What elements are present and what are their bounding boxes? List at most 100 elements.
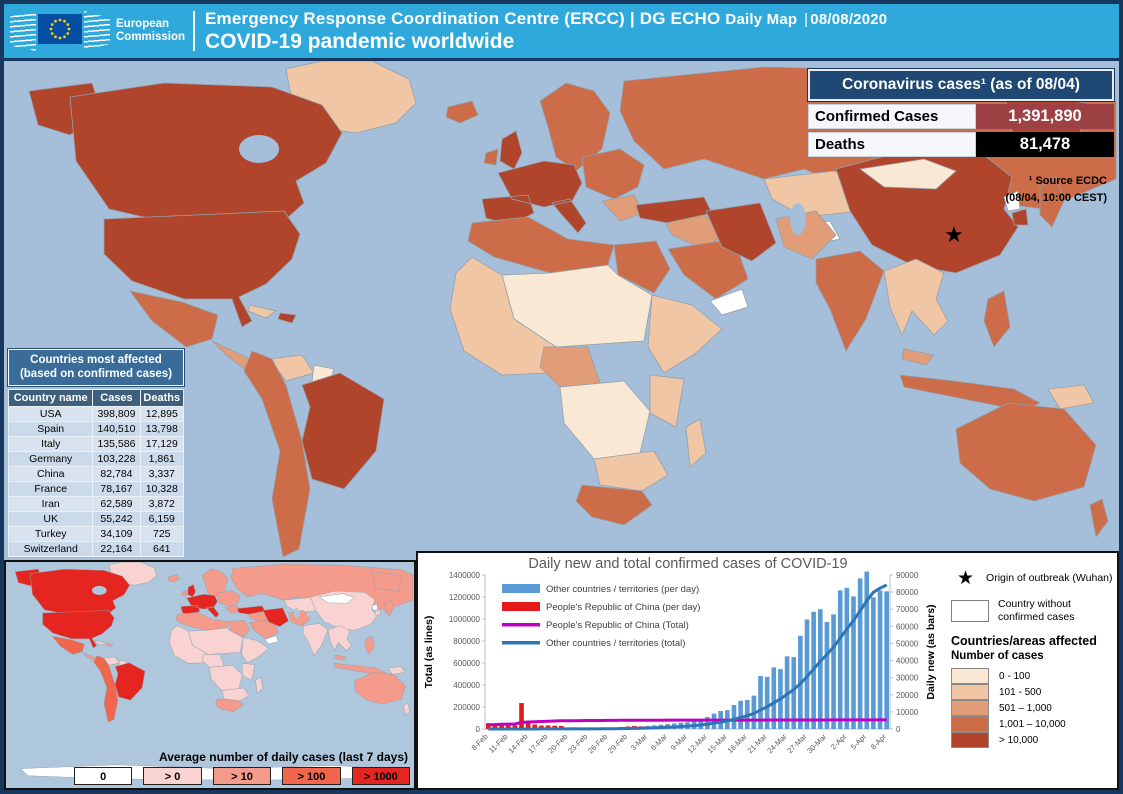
bar-other	[871, 597, 876, 729]
table-cell: China	[9, 466, 93, 481]
table-cell: 78,167	[93, 481, 140, 496]
table-cell: Switzerland	[9, 541, 93, 556]
region-west_africa	[168, 624, 209, 664]
x-axis-tick: 24-Mar	[765, 732, 789, 756]
ramp-swatch	[951, 716, 989, 733]
bar-china	[525, 722, 531, 729]
bar-other	[824, 622, 830, 729]
wuhan-star-icon: ★	[957, 568, 975, 589]
daily-cases-inset-map: Average number of daily cases (last 7 da…	[4, 560, 416, 790]
region-malaysia	[334, 654, 347, 661]
table-cell: 3,337	[140, 466, 183, 481]
region-mexico	[51, 635, 85, 655]
table-cell: 10,328	[140, 481, 183, 496]
table-cell: 12,895	[140, 406, 183, 421]
line-series	[488, 718, 887, 727]
region-nkorea	[1003, 190, 1021, 212]
bar-china	[539, 725, 544, 729]
ramp-swatch	[951, 668, 989, 685]
right-axis-tick: 30000	[896, 674, 919, 683]
right-axis-tick: 60000	[896, 622, 919, 631]
bar-china	[505, 724, 511, 729]
bar-china	[632, 725, 637, 727]
x-axis-tick: 21-Mar	[745, 732, 769, 756]
x-axis-tick: 18-Mar	[725, 732, 749, 756]
col-cases: Cases	[93, 389, 140, 406]
region-europe_west	[481, 160, 587, 234]
daily-cases-chart: Daily new and total confirmed cases of C…	[423, 556, 937, 756]
x-axis-tick: 6-Mar	[649, 732, 670, 753]
table-cell: 6,159	[140, 511, 183, 526]
x-axis-tick: 8-Apr	[869, 732, 889, 752]
region-new_zealand	[403, 703, 411, 717]
table-cell: 22,164	[93, 541, 140, 556]
right-axis-label: Daily new (as bars)	[925, 604, 937, 699]
table-cell: 55,242	[93, 511, 140, 526]
region-skorea	[1011, 208, 1029, 226]
region-eastafr	[649, 374, 685, 428]
ramp-label: 101 - 500	[999, 686, 1042, 698]
bar-other	[831, 614, 836, 729]
chart-legend-label: Other countries / territories (per day)	[546, 584, 699, 595]
table-row: Iran 62,589 3,872	[9, 496, 183, 511]
wuhan-origin-star-icon: ★	[944, 223, 964, 248]
bar-other	[884, 591, 889, 729]
region-south_africa	[575, 484, 653, 526]
logo-stripes-icon	[10, 11, 36, 51]
region-southam_west	[93, 655, 119, 723]
table-cell: 1,861	[140, 451, 183, 466]
region-australia	[354, 672, 406, 705]
region-australia	[955, 402, 1097, 502]
table-row: Italy 135,586 17,129	[9, 436, 183, 451]
ramp-class: 1,001 – 10,000	[951, 716, 1117, 733]
right-axis-tick: 90000	[896, 571, 919, 580]
region-cuba	[94, 640, 107, 646]
table-header-row: Country name Cases Deaths	[9, 389, 183, 406]
right-axis-tick: 0	[896, 725, 901, 734]
region-band	[221, 687, 250, 702]
ramp-label: 0 - 100	[999, 670, 1031, 682]
bar-china	[486, 723, 491, 729]
x-axis-tick: 11-Feb	[487, 732, 510, 755]
region-india	[815, 250, 885, 352]
ramp-label: > 10,000	[999, 734, 1039, 746]
x-axis-tick: 14-Feb	[506, 732, 529, 755]
header-titles: Emergency Response Coordination Centre (…	[205, 9, 887, 54]
no-cases-label: Country without confirmed cases	[998, 598, 1075, 624]
confirmed-cases-label: Confirmed Cases	[808, 104, 976, 129]
right-axis-tick: 40000	[896, 657, 919, 666]
eu-flag-icon	[38, 13, 82, 49]
bar-china	[552, 725, 558, 729]
region-philippines	[364, 635, 375, 655]
table-row: Turkey 34,109 725	[9, 526, 183, 541]
bar-other	[817, 609, 823, 729]
region-nkorea	[371, 603, 379, 611]
region-skorea	[374, 609, 381, 616]
region-canada	[29, 568, 130, 615]
ramp-swatch	[951, 732, 989, 749]
bar-other	[837, 590, 843, 729]
bar-china	[532, 724, 538, 729]
region-uk	[187, 584, 196, 598]
region-europe_west	[180, 594, 220, 618]
left-axis-tick: 600000	[453, 659, 480, 668]
confirmed-cases-value: 1,391,890	[976, 104, 1114, 129]
x-axis-tick: 29-Feb	[606, 732, 629, 755]
table-cell: Spain	[9, 421, 93, 436]
table-cell: 62,589	[93, 496, 140, 511]
eu-commission-logo: European Commission	[4, 4, 185, 58]
deaths-value: 81,478	[976, 132, 1114, 157]
bar-other	[764, 676, 770, 729]
inset-legend-title: Average number of daily cases (last 7 da…	[159, 750, 408, 764]
table-row: Germany 103,228 1,861	[9, 451, 183, 466]
chart-title: Daily new and total confirmed cases of C…	[528, 556, 847, 572]
bar-other	[771, 667, 777, 729]
bar-other	[791, 657, 797, 729]
bar-other	[877, 590, 883, 729]
region-usa	[103, 210, 301, 328]
map-key: ★ Origin of outbreak (Wuhan) Country wit…	[951, 568, 1117, 749]
ramp-class: 101 - 500	[951, 684, 1117, 701]
ramp-label: 501 – 1,000	[999, 702, 1052, 714]
left-axis-tick: 0	[476, 725, 481, 734]
region-band	[593, 450, 669, 492]
